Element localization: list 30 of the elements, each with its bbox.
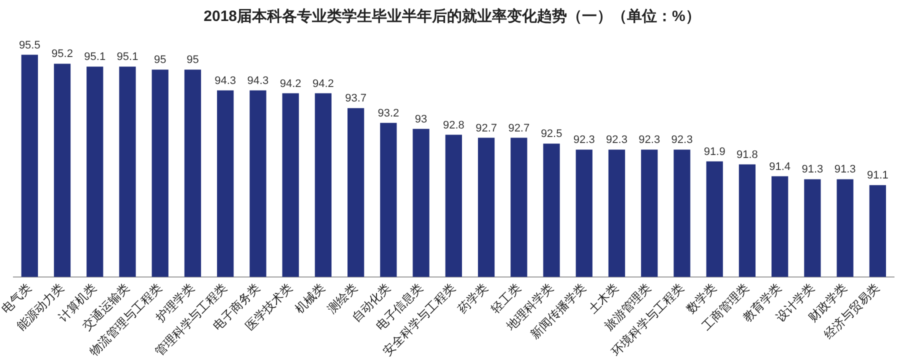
data-label: 91.3 bbox=[834, 164, 856, 176]
data-label: 95.5 bbox=[18, 39, 40, 52]
chart-title: 2018届本科各专业类学生毕业半年后的就业率变化趋势（一）（单位：%） bbox=[204, 7, 700, 26]
data-label: 92.7 bbox=[476, 122, 497, 134]
data-label: 95 bbox=[154, 54, 166, 66]
data-label: 94.2 bbox=[280, 78, 302, 90]
data-label: 92.3 bbox=[573, 134, 595, 146]
data-label: 92.3 bbox=[606, 134, 628, 146]
data-label: 92.5 bbox=[540, 128, 562, 140]
data-label: 93.7 bbox=[345, 92, 367, 105]
data-label: 91.8 bbox=[736, 148, 758, 161]
data-label: 91.9 bbox=[704, 146, 726, 158]
data-label: 94.3 bbox=[214, 74, 236, 87]
x-tick-label: 药学类 bbox=[455, 280, 491, 316]
x-tick-label: 机械类 bbox=[292, 280, 328, 316]
data-label: 93 bbox=[414, 113, 428, 126]
data-label: 95 bbox=[186, 54, 199, 66]
data-label: 94.3 bbox=[247, 74, 269, 87]
data-label: 91.1 bbox=[866, 170, 888, 182]
data-label: 93.2 bbox=[378, 107, 400, 120]
data-label: 95.1 bbox=[84, 51, 106, 64]
data-label: 94.2 bbox=[312, 78, 334, 90]
data-label: 91.4 bbox=[769, 160, 791, 173]
data-label: 92.3 bbox=[671, 134, 693, 146]
data-label: 91.3 bbox=[802, 164, 824, 176]
data-label: 92.8 bbox=[442, 119, 464, 132]
data-label: 95.2 bbox=[52, 48, 73, 60]
data-label: 92.7 bbox=[508, 122, 530, 134]
data-label: 95.1 bbox=[116, 51, 138, 64]
data-label: 92.3 bbox=[638, 134, 660, 146]
